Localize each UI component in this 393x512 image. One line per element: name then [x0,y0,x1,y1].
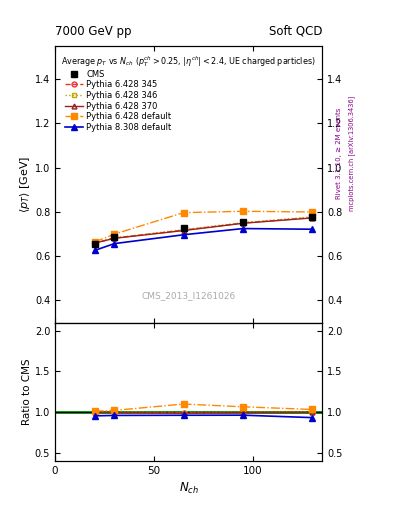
Legend: CMS, Pythia 6.428 345, Pythia 6.428 346, Pythia 6.428 370, Pythia 6.428 default,: CMS, Pythia 6.428 345, Pythia 6.428 346,… [64,70,171,132]
Text: Rivet 3.1.10, ≥ 2M events: Rivet 3.1.10, ≥ 2M events [336,108,342,199]
Text: 7000 GeV pp: 7000 GeV pp [55,25,132,38]
Text: Average $p_T$ vs $N_{ch}$ ($p_T^{ch}>0.25$, $|\eta^{ch}|<2.4$, UE charged partic: Average $p_T$ vs $N_{ch}$ ($p_T^{ch}>0.2… [61,54,316,69]
Y-axis label: Ratio to CMS: Ratio to CMS [22,358,32,425]
Text: CMS_2013_I1261026: CMS_2013_I1261026 [141,291,236,301]
Text: mcplots.cern.ch [arXiv:1306.3436]: mcplots.cern.ch [arXiv:1306.3436] [348,96,354,211]
X-axis label: $N_{ch}$: $N_{ch}$ [179,481,198,496]
Text: Soft QCD: Soft QCD [269,25,322,38]
Y-axis label: $\langle p_T \rangle$ [GeV]: $\langle p_T \rangle$ [GeV] [18,156,32,213]
